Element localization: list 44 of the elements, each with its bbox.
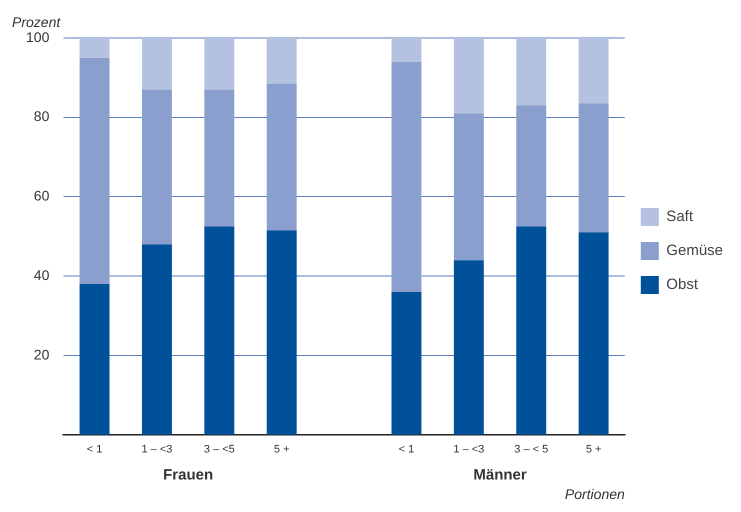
y-tick-label: 20 [34, 346, 50, 362]
bar [266, 84, 297, 230]
bar [391, 62, 422, 292]
x-tick-label: 5 + [586, 443, 602, 456]
x-tick-label: 3 – < 5 [514, 443, 548, 456]
bar [80, 284, 110, 435]
bar [578, 103, 609, 232]
bar [578, 38, 609, 104]
x-axis-title: Portionen [564, 486, 626, 502]
legend-label: Gemüse [666, 242, 724, 260]
bar [578, 232, 609, 435]
bar [142, 38, 172, 90]
bar [142, 244, 172, 435]
y-axis-title: Prozent [12, 14, 62, 30]
bar [391, 292, 422, 435]
bar [142, 90, 172, 244]
bar [204, 90, 234, 226]
bar [204, 38, 234, 90]
x-tick-label: 1 – <3 [141, 443, 172, 456]
bar [266, 38, 297, 84]
bar [454, 260, 484, 435]
bar [80, 58, 110, 284]
bar [516, 105, 546, 226]
x-tick-label: 5 + [274, 443, 290, 456]
text: Frauen [163, 466, 214, 484]
bar [454, 113, 484, 260]
bar [454, 38, 484, 114]
bar [266, 230, 297, 435]
y-tick-label: 60 [34, 188, 50, 204]
bar [80, 38, 110, 58]
x-tick-label: 3 – <5 [204, 443, 235, 456]
x-tick-label: 1 – <3 [453, 443, 484, 456]
y-tick-label: 80 [34, 108, 50, 124]
y-tick-label: 100 [26, 28, 50, 45]
x-tick-label: < 1 [86, 443, 102, 456]
bar [391, 38, 422, 62]
text: Männer [473, 466, 527, 484]
bar [516, 38, 546, 106]
legend-label: Obst [666, 276, 699, 294]
y-tick-label: 40 [34, 266, 50, 283]
bar [516, 226, 546, 435]
x-tick-label: < 1 [398, 443, 414, 456]
legend-label: Saft [666, 208, 694, 226]
bar [204, 226, 234, 435]
